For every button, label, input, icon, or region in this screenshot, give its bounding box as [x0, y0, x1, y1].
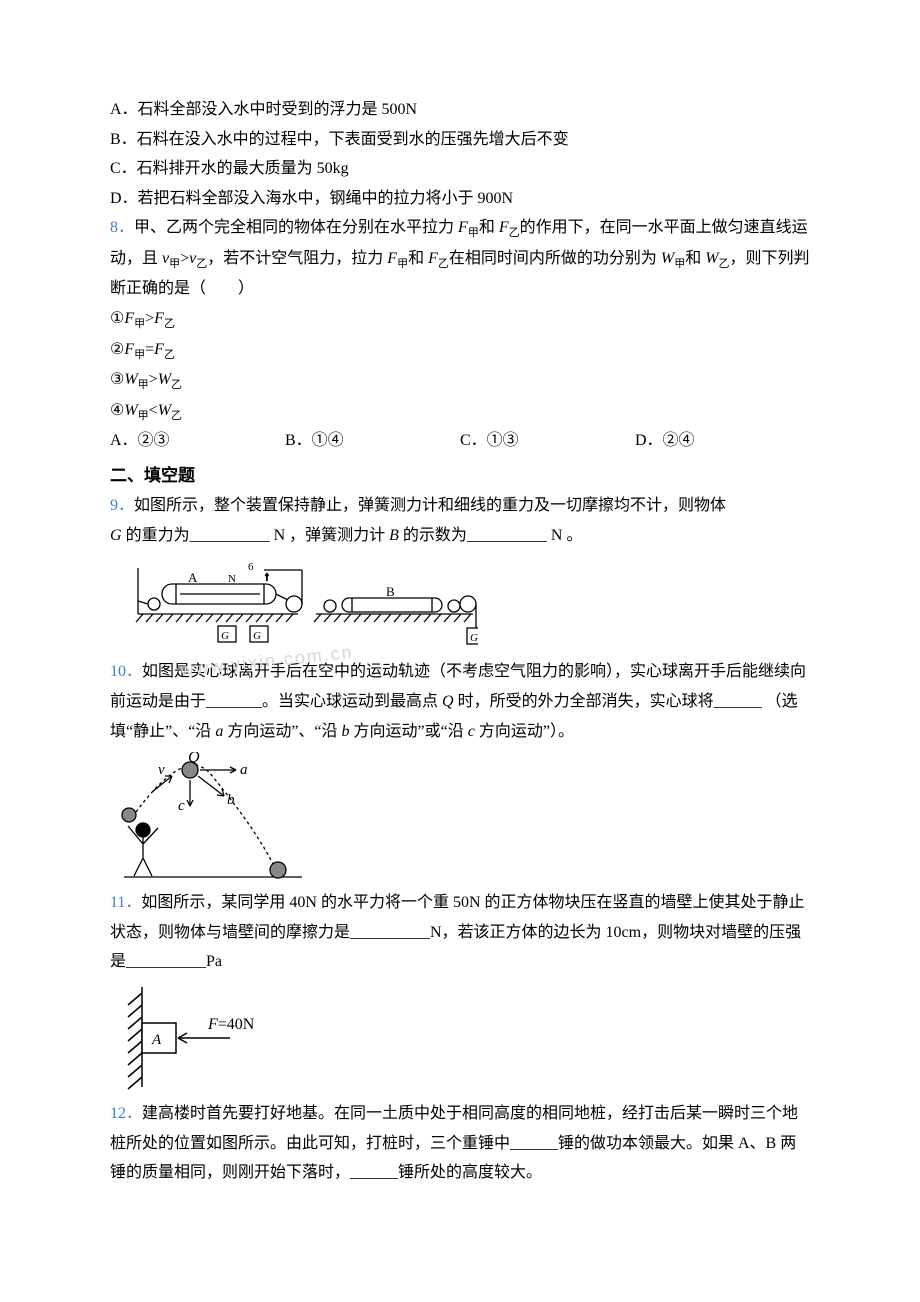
svg-text:B: B	[386, 584, 395, 599]
q12-number: 12．	[110, 1105, 142, 1122]
svg-text:F=40N: F=40N	[207, 1016, 255, 1033]
q9-stem: 9．如图所示，整个装置保持静止，弹簧测力计和细线的重力及一切摩擦均不计，则物体 …	[110, 491, 810, 550]
q10-figure: Q v a b c	[118, 752, 308, 882]
svg-text:c: c	[178, 798, 185, 814]
svg-text:A: A	[188, 570, 198, 585]
q8-option-c: C．①③	[460, 426, 635, 456]
svg-text:a: a	[240, 762, 248, 778]
q8-stem: 8．甲、乙两个完全相同的物体在分别在水平拉力 F甲和 F乙的作用下，在同一水平面…	[110, 213, 810, 304]
q11-figure: A F=40N	[118, 983, 288, 1093]
q8-number: 8．	[110, 219, 134, 236]
q8-line4: ④W甲<W乙	[110, 396, 810, 427]
section-2-heading: 二、填空题	[110, 460, 810, 491]
q9-number: 9．	[110, 497, 134, 514]
q8-options: A．②③ B．①④ C．①③ D．②④	[110, 426, 810, 456]
svg-text:↑: ↑	[264, 569, 270, 583]
q11-stem: 11．如图所示，某同学用 40N 的水平力将一个重 50N 的正方体物块压在竖直…	[110, 888, 810, 977]
svg-text:A: A	[151, 1032, 162, 1048]
q8-line2: ②F甲=F乙	[110, 335, 810, 366]
q7-option-d: D．若把石料全部没入海水中，钢绳中的拉力将小于 900N	[110, 184, 810, 214]
svg-text:Q: Q	[188, 752, 200, 766]
svg-text:N: N	[228, 573, 236, 585]
q9-figure: ↑ A B G G G 6 N	[118, 556, 478, 651]
q10-number: 10．	[110, 663, 142, 680]
q8-option-b: B．①④	[285, 426, 460, 456]
q8-option-d: D．②④	[635, 426, 810, 456]
svg-text:G: G	[470, 632, 478, 644]
q8-line1: ①F甲>F乙	[110, 304, 810, 335]
q7-option-a: A．石料全部没入水中时受到的浮力是 500N	[110, 95, 810, 125]
svg-text:G: G	[253, 630, 261, 642]
q11-number: 11．	[110, 894, 141, 911]
q8-line3: ③W甲>W乙	[110, 365, 810, 396]
svg-text:v: v	[158, 762, 165, 778]
q7-option-c: C．石料排开水的最大质量为 50kg	[110, 154, 810, 184]
svg-text:6: 6	[248, 561, 254, 573]
q7-option-b: B．石料在没入水中的过程中，下表面受到水的压强先增大后不变	[110, 125, 810, 155]
q8-option-a: A．②③	[110, 426, 285, 456]
svg-text:b: b	[227, 792, 235, 808]
svg-text:G: G	[221, 630, 229, 642]
q10-stem: 10．如图是实心球离开手后在空中的运动轨迹（不考虑空气阻力的影响），实心球离开手…	[110, 657, 810, 746]
q12-stem: 12．建高楼时首先要打好地基。在同一土质中处于相同高度的相同地桩，经打击后某一瞬…	[110, 1099, 810, 1188]
